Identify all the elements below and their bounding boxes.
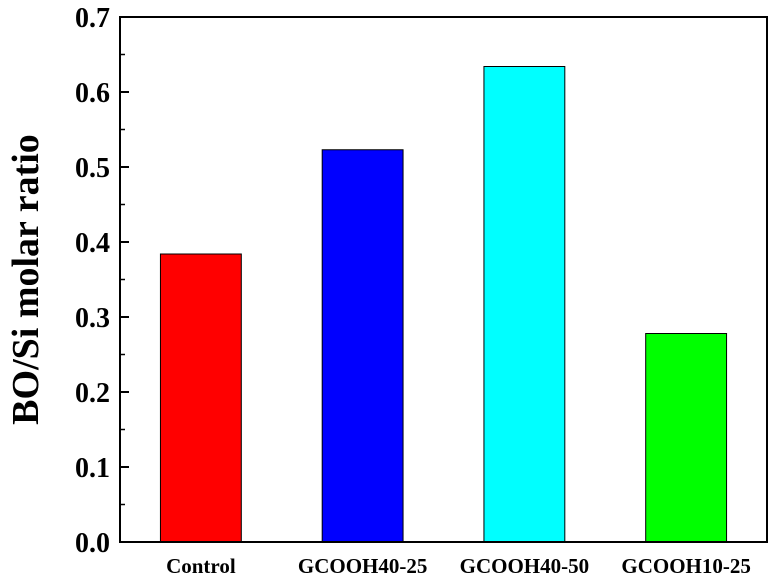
y-tick-label: 0.2 (75, 378, 110, 409)
bar-gcooh40-50 (483, 66, 566, 543)
y-ticks-group: 0.0 0.1 0.2 0.3 0.4 0.5 0.6 0.7 (75, 3, 129, 559)
x-tick-label: GCOOH40-25 (298, 554, 428, 578)
y-tick-label: 0.1 (75, 453, 110, 484)
y-tick-label: 0.7 (75, 3, 110, 34)
x-tick-label: Control (166, 554, 236, 578)
y-tick-label: 0.3 (75, 303, 110, 334)
y-axis-label: BO/Si molar ratio (5, 134, 47, 425)
bar-control (159, 253, 242, 543)
y-tick-label: 0.5 (75, 153, 110, 184)
y-tick-label: 0.4 (75, 228, 110, 259)
bar-gcooh10-25 (645, 333, 728, 543)
plot-frame (119, 16, 768, 543)
bars-group (159, 66, 728, 543)
bar-gcooh40-25 (321, 149, 404, 543)
x-tick-label: GCOOH10-25 (621, 554, 751, 578)
y-tick-label: 0.6 (75, 78, 110, 109)
x-tick-label: GCOOH40-50 (460, 554, 590, 578)
y-tick-label: 0.0 (75, 528, 110, 559)
x-labels-group: Control GCOOH40-25 GCOOH40-50 GCOOH10-25 (166, 554, 751, 578)
